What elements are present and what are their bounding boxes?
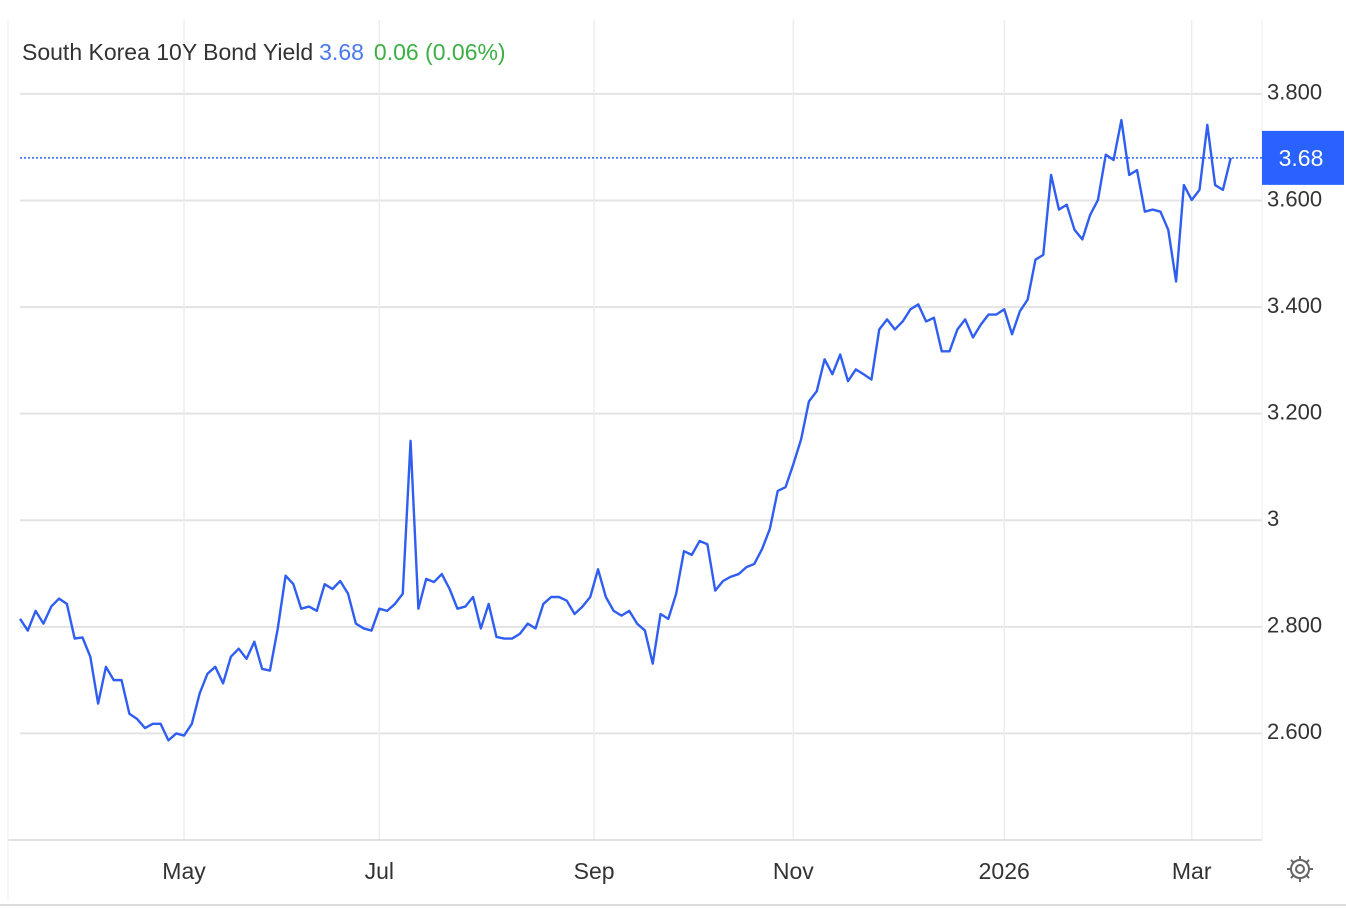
gear-inner: [1295, 864, 1305, 874]
x-tick-label: Sep: [574, 858, 615, 884]
settings-icon[interactable]: [1287, 856, 1313, 882]
y-tick-label: 2.800: [1267, 613, 1322, 638]
x-tick-label: 2026: [979, 858, 1030, 884]
y-tick-label: 3: [1267, 506, 1279, 531]
last-value-tag: [1262, 130, 1344, 185]
x-tick-label: May: [162, 858, 206, 884]
x-tick-label: Jul: [365, 858, 394, 884]
line-series: [19, 118, 1232, 742]
chart-title: South Korea 10Y Bond Yield 3.68 0.06 (0.06…: [22, 39, 506, 65]
y-tick-label: 2.600: [1267, 719, 1322, 744]
title-name: South Korea 10Y Bond Yield: [22, 39, 313, 65]
gear-outer: [1290, 859, 1310, 879]
gear-teeth: [1287, 856, 1313, 882]
y-tick-label: 3.400: [1267, 293, 1322, 318]
title-change: 0.06 (0.06%): [374, 39, 506, 65]
y-tick-label: 3.800: [1267, 80, 1322, 105]
title-last-value: 3.68: [319, 39, 364, 65]
y-tick-label: 3.200: [1267, 399, 1322, 424]
last-value-tag-label: 3.68: [1279, 145, 1324, 171]
x-tick-label: Nov: [773, 858, 814, 884]
y-tick-label: 3.600: [1267, 186, 1322, 211]
x-tick-label: Mar: [1172, 858, 1212, 884]
